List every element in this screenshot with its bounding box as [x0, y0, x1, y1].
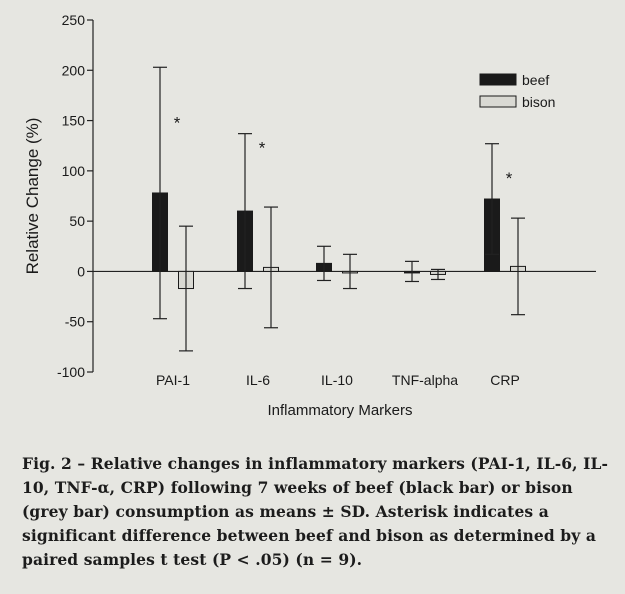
caption-label: Fig. 2 – [22, 454, 91, 473]
figure-caption: Fig. 2 – Relative changes in inflammator… [22, 452, 612, 572]
y-tick-label: -50 [65, 314, 85, 330]
y-tick-label: 50 [69, 213, 85, 229]
significance-asterisk: * [174, 114, 181, 133]
bar-chart: -100 -50 0 50 100 150 200 250 Relative Change (%… [23, 12, 596, 419]
y-tick-label: 250 [62, 12, 86, 28]
legend-label-beef: beef [522, 72, 549, 88]
x-axis-label: Inflammatory Markers [267, 402, 412, 419]
x-tick-label: IL-6 [246, 372, 270, 388]
legend-label-bison: bison [522, 94, 555, 110]
x-tick-label: TNF-alpha [392, 372, 458, 388]
x-tick-label: PAI-1 [156, 372, 190, 388]
y-tick-label: 150 [62, 113, 86, 129]
legend-swatch-bison [479, 95, 517, 108]
significance-asterisk: * [506, 169, 513, 188]
caption-text: Relative changes in inflammatory markers… [22, 454, 609, 569]
y-tick-label: 0 [77, 263, 85, 279]
x-tick-label: IL-10 [321, 372, 353, 388]
y-axis-label: Relative Change (%) [23, 118, 42, 275]
y-tick-label: 200 [62, 62, 86, 78]
x-tick-label: CRP [490, 372, 520, 388]
y-tick-label: 100 [62, 163, 86, 179]
y-tick-label: -100 [57, 364, 85, 380]
significance-asterisk: * [259, 139, 266, 158]
legend-swatch-beef [479, 73, 517, 86]
